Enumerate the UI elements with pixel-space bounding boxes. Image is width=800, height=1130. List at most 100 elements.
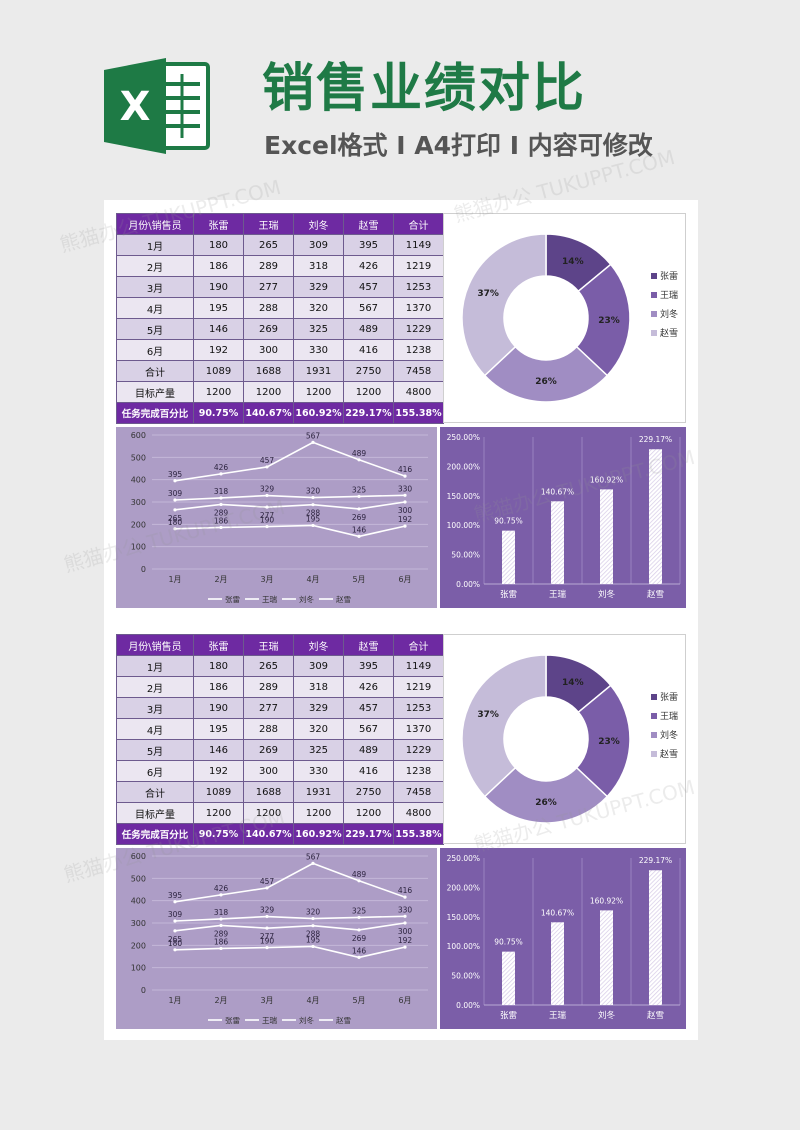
- sales-table: 月份\销售员 张雷 王瑞 刘冬 赵雪 合计 1月 180 265 309 395 1149…: [116, 213, 444, 424]
- y-tick-label: 200.00%: [447, 462, 480, 471]
- data-point: [219, 946, 223, 951]
- y-tick-label: 100.00%: [447, 521, 480, 530]
- data-point: [403, 895, 407, 899]
- table-cell: 4800: [393, 802, 444, 824]
- data-point: [311, 916, 315, 921]
- table-cell: 426: [343, 676, 394, 698]
- data-label: 186: [214, 937, 229, 946]
- table-header-row: 月份\销售员 张雷 王瑞 刘冬 赵雪 合计: [116, 213, 444, 235]
- legend-label: 王瑞: [262, 594, 277, 604]
- y-tick-label: 100: [131, 964, 146, 973]
- data-label: 489: [352, 870, 367, 879]
- data-label: 180: [168, 939, 183, 948]
- x-tick-label: 1月: [168, 996, 181, 1005]
- completion-cell: 90.75%: [193, 402, 244, 424]
- report-panel-2: 月份\销售员 张雷 王瑞 刘冬 赵雪 合计 1月 180 265 309 395 1149…: [104, 621, 698, 1033]
- column-header: 刘冬: [293, 634, 344, 656]
- data-point: [403, 493, 407, 497]
- data-label: 395: [168, 891, 183, 900]
- data-label: 265: [168, 935, 183, 944]
- data-label: 320: [306, 908, 321, 917]
- table-cell: 289: [243, 676, 294, 698]
- legend-label: 张雷: [660, 692, 678, 703]
- bar: [551, 922, 564, 1005]
- legend-swatch: [651, 273, 657, 279]
- data-point: [265, 465, 269, 469]
- data-label: 186: [214, 516, 229, 525]
- table-cell: 320: [293, 297, 344, 319]
- legend-swatch: [651, 751, 657, 757]
- table-cell: 395: [343, 655, 394, 677]
- data-point: [265, 945, 269, 950]
- y-tick-label: 400: [131, 897, 146, 906]
- data-point: [357, 879, 361, 883]
- data-point: [219, 525, 223, 530]
- data-point: [357, 928, 361, 932]
- table-cell: 457: [343, 276, 394, 298]
- donut-slice: [461, 654, 547, 798]
- bar: [600, 489, 613, 584]
- data-label: 180: [168, 518, 183, 527]
- table-cell: 146: [193, 739, 244, 761]
- row-label: 5月: [116, 739, 194, 761]
- x-tick-label: 王瑞: [549, 589, 567, 600]
- y-tick-label: 50.00%: [451, 972, 480, 981]
- x-tick-label: 5月: [352, 996, 365, 1005]
- y-tick-label: 100: [131, 543, 146, 552]
- table-cell: 1688: [243, 360, 294, 382]
- table-cell: 309: [293, 234, 344, 256]
- table-cell: 567: [343, 718, 394, 740]
- legend-label: 赵雪: [660, 748, 678, 760]
- completion-cell: 160.92%: [293, 402, 344, 424]
- table-cell: 1229: [393, 318, 444, 340]
- table-row: 3月 190 277 329 457 1253: [116, 276, 444, 298]
- table-cell: 330: [293, 339, 344, 361]
- table-cell: 457: [343, 697, 394, 719]
- y-tick-label: 250.00%: [447, 854, 480, 863]
- table-row: 合计 1089 1688 1931 2750 7458: [116, 360, 444, 382]
- bar: [600, 910, 613, 1005]
- table-cell: 318: [293, 676, 344, 698]
- bar: [502, 951, 515, 1005]
- table-cell: 1149: [393, 655, 444, 677]
- row-label: 合计: [116, 360, 194, 382]
- row-label: 3月: [116, 697, 194, 719]
- table-cell: 7458: [393, 781, 444, 803]
- table-cell: 489: [343, 318, 394, 340]
- data-label: 192: [398, 515, 413, 524]
- data-label: 416: [398, 465, 413, 474]
- y-tick-label: 0.00%: [456, 580, 480, 589]
- y-tick-label: 500: [131, 874, 146, 883]
- table-row: 1月 180 265 309 395 1149: [116, 234, 444, 256]
- completion-cell: 90.75%: [193, 823, 244, 845]
- table-row: 2月 186 289 318 426 1219: [116, 255, 444, 277]
- x-tick-label: 6月: [398, 575, 411, 584]
- data-label: 325: [352, 906, 367, 915]
- data-label: 457: [260, 456, 275, 465]
- column-header: 王瑞: [243, 213, 294, 235]
- table-cell: 7458: [393, 360, 444, 382]
- y-tick-label: 100.00%: [447, 942, 480, 951]
- x-tick-label: 4月: [306, 996, 319, 1005]
- x-tick-label: 2月: [214, 996, 227, 1005]
- donut-slice: [461, 233, 547, 377]
- series-line: [174, 945, 406, 959]
- table-cell: 318: [293, 255, 344, 277]
- legend-swatch: [651, 713, 657, 719]
- row-label: 6月: [116, 760, 194, 782]
- x-tick-label: 刘冬: [598, 589, 616, 600]
- y-tick-label: 600: [131, 852, 146, 861]
- table-cell: 1200: [293, 381, 344, 403]
- column-header: 王瑞: [243, 634, 294, 656]
- legend-label: 赵雪: [660, 327, 678, 339]
- legend-swatch: [651, 694, 657, 700]
- data-point: [403, 945, 407, 949]
- completion-cell: 155.38%: [393, 402, 444, 424]
- donut-slice-label: 26%: [535, 377, 557, 387]
- legend-swatch: [651, 311, 657, 317]
- row-label: 6月: [116, 339, 194, 361]
- data-point: [265, 493, 269, 498]
- data-label: 190: [260, 937, 275, 946]
- table-cell: 192: [193, 339, 244, 361]
- donut-slice-label: 37%: [477, 710, 499, 720]
